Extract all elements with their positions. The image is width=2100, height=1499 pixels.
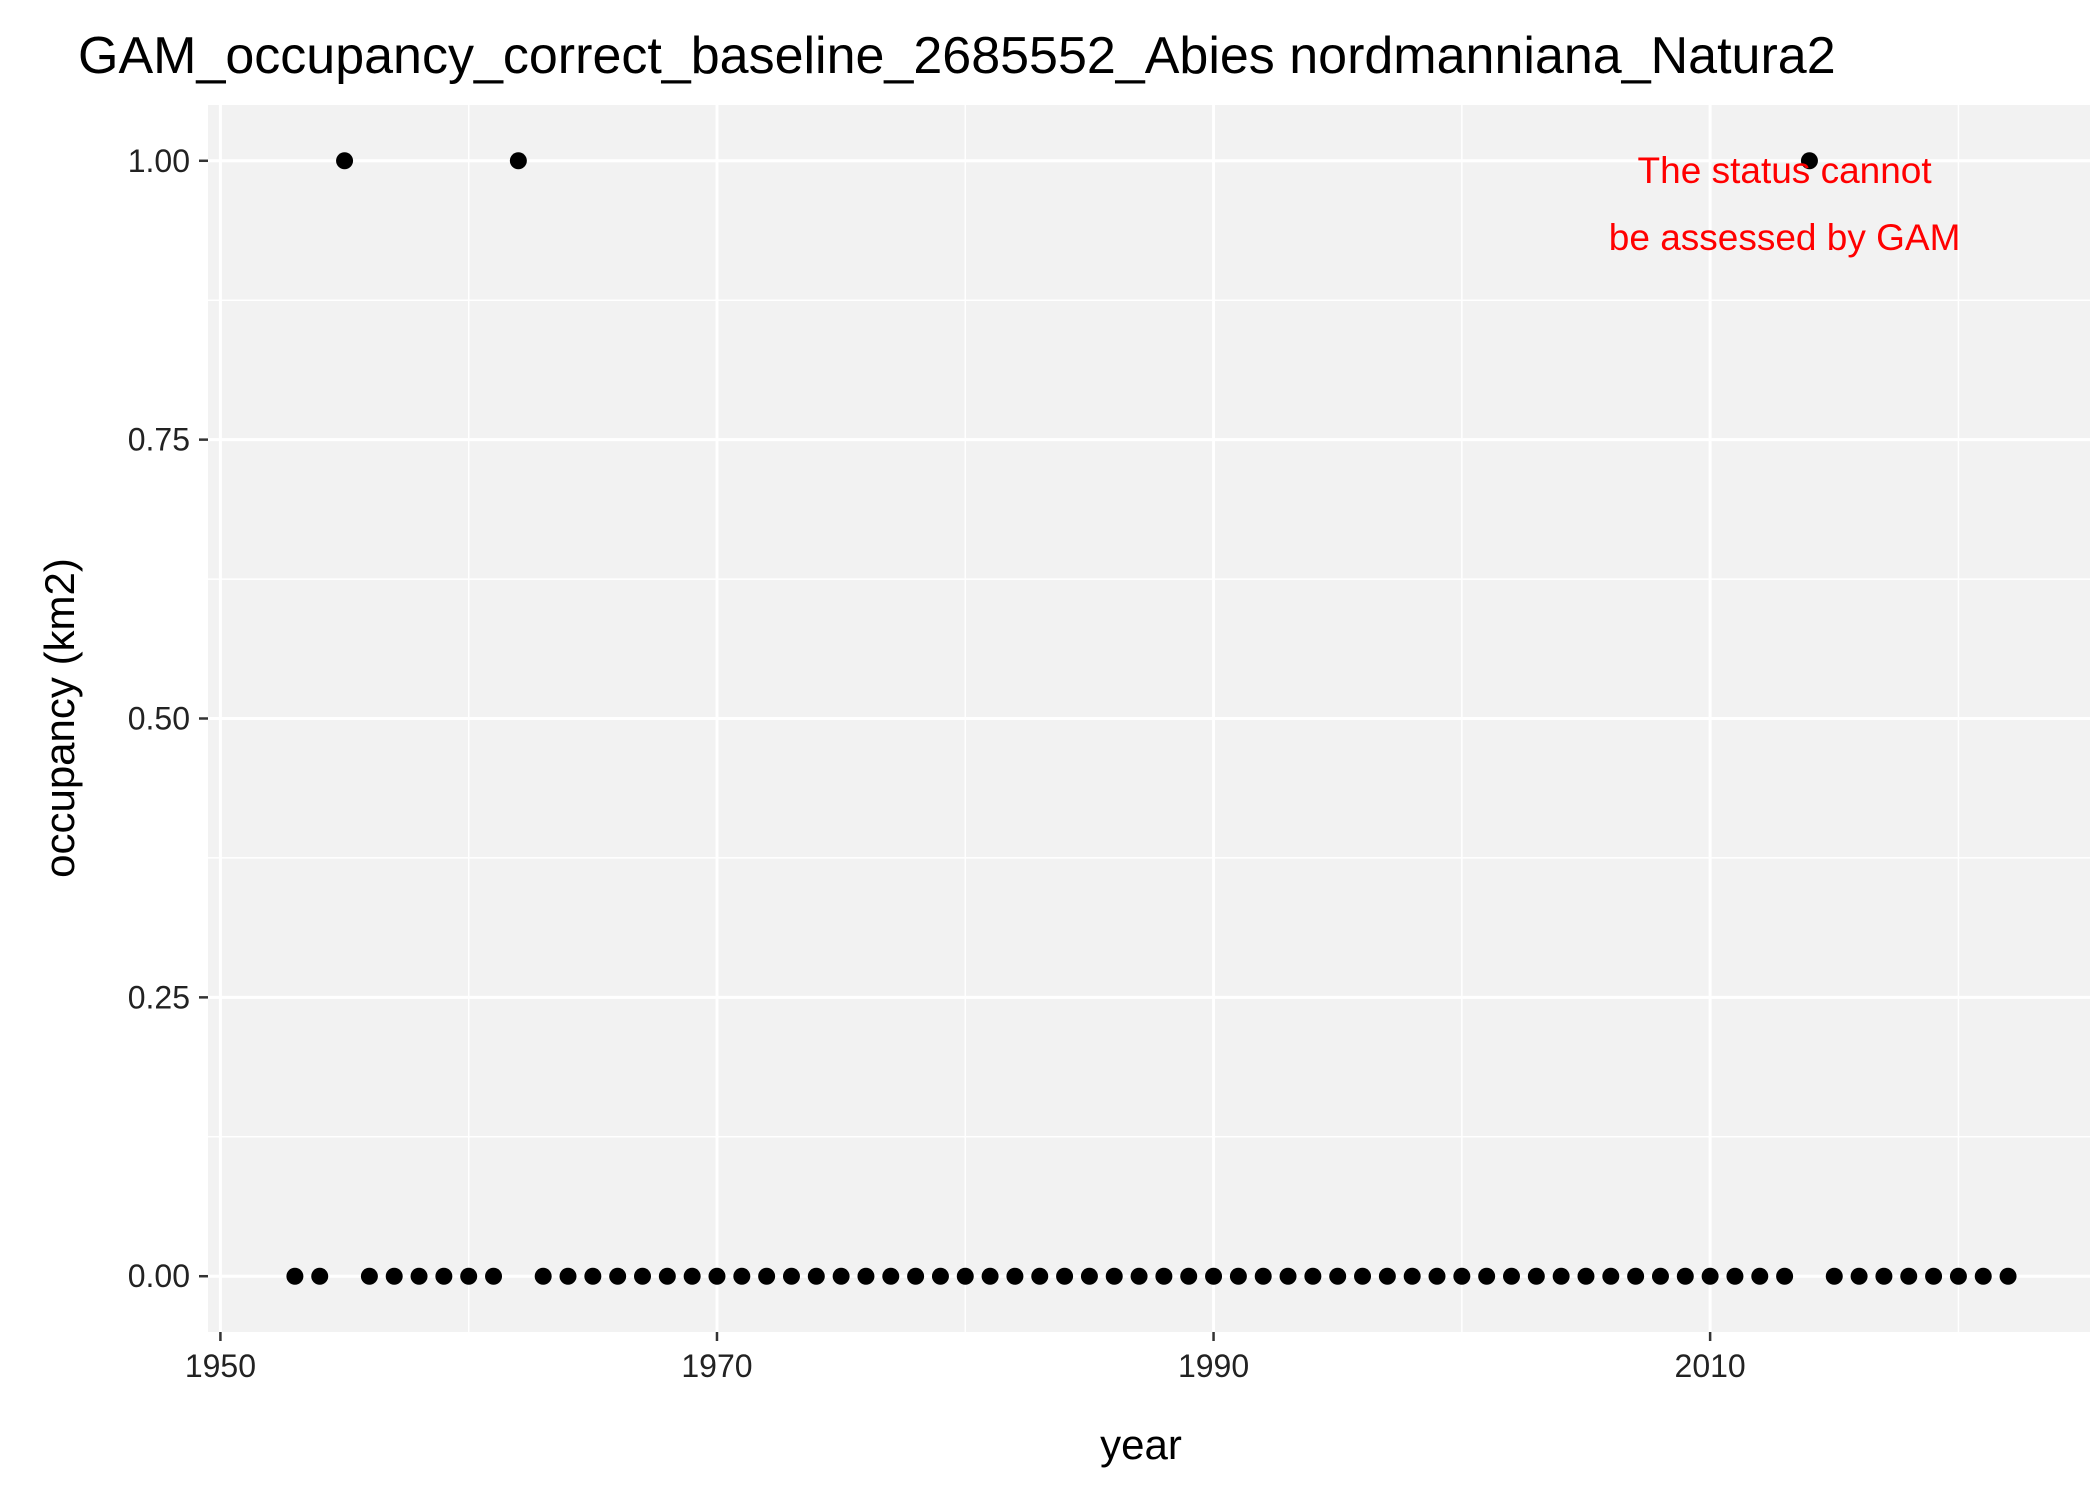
x-tick-label: 1990 xyxy=(1178,1348,1249,1384)
data-point xyxy=(1130,1267,1148,1285)
x-axis-title: year xyxy=(1100,1421,1182,1468)
data-point xyxy=(286,1267,304,1285)
data-point xyxy=(485,1267,503,1285)
data-point xyxy=(1180,1267,1198,1285)
data-point xyxy=(1825,1267,1843,1285)
data-point xyxy=(1056,1267,1074,1285)
data-point xyxy=(658,1267,676,1285)
data-point xyxy=(1552,1267,1570,1285)
data-point xyxy=(733,1267,751,1285)
data-point xyxy=(1949,1267,1967,1285)
data-point xyxy=(559,1267,577,1285)
data-point xyxy=(1105,1267,1123,1285)
data-point xyxy=(1031,1267,1049,1285)
data-point xyxy=(385,1267,403,1285)
data-point xyxy=(1378,1267,1396,1285)
data-point xyxy=(931,1267,949,1285)
data-points xyxy=(286,152,2017,1285)
data-point xyxy=(1527,1267,1545,1285)
data-point xyxy=(1602,1267,1620,1285)
data-point xyxy=(1900,1267,1918,1285)
data-point xyxy=(907,1267,925,1285)
data-point xyxy=(1006,1267,1024,1285)
y-axis-title: occupancy (km2) xyxy=(36,558,83,878)
data-point xyxy=(1329,1267,1347,1285)
data-point xyxy=(1428,1267,1446,1285)
data-point xyxy=(1627,1267,1645,1285)
data-point xyxy=(1478,1267,1496,1285)
x-tick-label: 1950 xyxy=(185,1348,256,1384)
x-axis: 1950 1970 1990 2010 xyxy=(185,1332,1746,1384)
data-point xyxy=(708,1267,726,1285)
data-point xyxy=(1577,1267,1595,1285)
data-point xyxy=(1453,1267,1471,1285)
data-point xyxy=(1999,1267,2017,1285)
data-point xyxy=(1254,1267,1272,1285)
data-point xyxy=(609,1267,627,1285)
y-tick-label: 1.00 xyxy=(128,143,190,179)
data-point xyxy=(360,1267,378,1285)
annotation-line: The status cannot xyxy=(1638,150,1933,191)
data-point xyxy=(807,1267,825,1285)
data-point xyxy=(410,1267,428,1285)
data-point xyxy=(1229,1267,1247,1285)
data-point xyxy=(857,1267,875,1285)
x-tick-label: 2010 xyxy=(1675,1348,1746,1384)
y-tick-label: 0.50 xyxy=(128,701,190,737)
y-tick-label: 0.25 xyxy=(128,979,190,1015)
data-point xyxy=(1850,1267,1868,1285)
data-point xyxy=(1701,1267,1719,1285)
data-point xyxy=(1974,1267,1992,1285)
data-point xyxy=(584,1267,602,1285)
chart-title: GAM_occupancy_correct_baseline_2685552_A… xyxy=(78,27,1836,85)
data-point xyxy=(1279,1267,1297,1285)
data-point xyxy=(1676,1267,1694,1285)
x-tick-label: 1970 xyxy=(681,1348,752,1384)
data-point xyxy=(981,1267,999,1285)
data-point xyxy=(1080,1267,1098,1285)
data-point xyxy=(683,1267,701,1285)
annotation-line: be assessed by GAM xyxy=(1609,217,1961,258)
data-point xyxy=(311,1267,329,1285)
y-axis: 0.00 0.25 0.50 0.75 1.00 xyxy=(128,143,208,1294)
data-point xyxy=(832,1267,850,1285)
data-point xyxy=(460,1267,478,1285)
y-tick-label: 0.00 xyxy=(128,1258,190,1294)
annotation: The status cannot be assessed by GAM xyxy=(1609,150,1961,258)
y-tick-label: 0.75 xyxy=(128,422,190,458)
data-point xyxy=(1304,1267,1322,1285)
data-point xyxy=(336,152,354,170)
data-point xyxy=(1800,152,1818,170)
data-point xyxy=(509,152,527,170)
data-point xyxy=(956,1267,974,1285)
data-point xyxy=(882,1267,900,1285)
data-point xyxy=(1155,1267,1173,1285)
data-point xyxy=(1925,1267,1943,1285)
data-point xyxy=(1726,1267,1744,1285)
data-point xyxy=(1751,1267,1769,1285)
data-point xyxy=(758,1267,776,1285)
data-point xyxy=(1354,1267,1372,1285)
major-gridlines xyxy=(208,105,2090,1332)
data-point xyxy=(1403,1267,1421,1285)
data-point xyxy=(1776,1267,1794,1285)
data-point xyxy=(1205,1267,1223,1285)
data-point xyxy=(1875,1267,1893,1285)
data-point xyxy=(534,1267,552,1285)
data-point xyxy=(435,1267,453,1285)
data-point xyxy=(782,1267,800,1285)
data-point xyxy=(633,1267,651,1285)
data-point xyxy=(1502,1267,1520,1285)
data-point xyxy=(1651,1267,1669,1285)
